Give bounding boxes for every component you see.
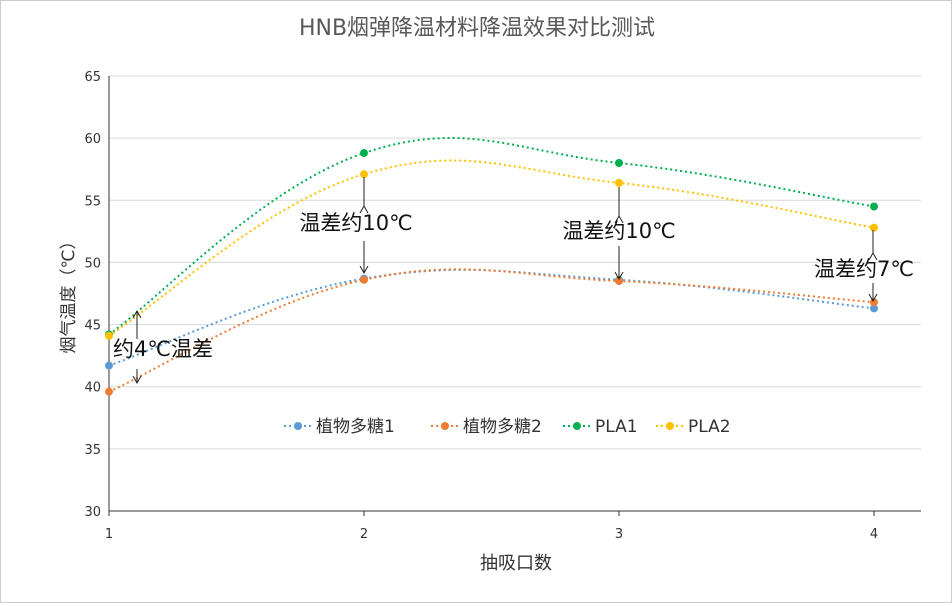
annotation-label: 约4℃温差 xyxy=(113,337,213,361)
arrowhead xyxy=(868,293,878,303)
y-tick-label: 60 xyxy=(84,132,101,147)
arrowhead xyxy=(132,309,142,319)
data-point xyxy=(360,170,368,179)
y-axis-label: 烟气温度（℃） xyxy=(59,232,79,353)
data-point xyxy=(870,202,878,211)
legend-swatch-marker xyxy=(573,422,581,430)
data-point xyxy=(615,277,623,286)
annotations: 约4℃温差 温差约10℃ 温差约10℃ 温差约7℃ xyxy=(113,177,914,385)
legend-swatch-marker xyxy=(666,422,674,430)
y-tick-label: 50 xyxy=(84,256,101,271)
annotation-label: 温差约7℃ xyxy=(814,257,914,281)
arrowhead xyxy=(132,375,142,385)
annotation-label: 温差约10℃ xyxy=(299,211,412,235)
arrowhead xyxy=(614,271,624,281)
annotation-label: 温差约10℃ xyxy=(562,219,675,243)
series-line xyxy=(108,268,875,367)
series-line xyxy=(108,159,875,337)
chart-title: HNB烟弹降温材料降温效果对比测试 xyxy=(299,16,655,41)
y-tick-label: 65 xyxy=(84,70,101,85)
data-point xyxy=(105,387,113,396)
legend-label: PLA2 xyxy=(688,417,731,437)
data-point xyxy=(105,331,113,340)
legend-swatch-marker xyxy=(441,422,449,430)
data-point xyxy=(615,178,623,187)
y-tick-label: 30 xyxy=(84,505,101,520)
series-line xyxy=(108,268,875,393)
y-tick-label: 55 xyxy=(84,194,101,209)
series-line xyxy=(108,137,875,336)
legend-label: PLA1 xyxy=(595,417,638,437)
legend-label: 植物多糖1 xyxy=(316,417,395,437)
x-axis-label: 抽吸口数 xyxy=(480,553,552,574)
data-point xyxy=(360,275,368,284)
x-tick-label: 1 xyxy=(105,527,113,542)
arrowhead xyxy=(359,265,369,275)
axes: 30 35 40 45 50 55 60 65 1 2 3 4 xyxy=(84,70,921,542)
x-tick-label: 3 xyxy=(615,527,623,542)
x-tick-label: 4 xyxy=(870,527,878,542)
data-point xyxy=(870,223,878,232)
x-tick-label: 2 xyxy=(360,527,368,542)
arrowhead xyxy=(359,204,369,214)
legend: 植物多糖1 植物多糖2 PLA1 PLA2 xyxy=(284,417,731,437)
y-tick-label: 40 xyxy=(84,381,101,396)
y-tick-label: 35 xyxy=(84,443,101,458)
gridlines xyxy=(109,75,921,450)
data-point xyxy=(615,159,623,167)
y-tick-label: 45 xyxy=(84,319,101,334)
legend-label: 植物多糖2 xyxy=(463,417,542,437)
arrowhead xyxy=(614,214,624,224)
data-point xyxy=(360,149,368,158)
data-point xyxy=(105,361,113,370)
arrowhead xyxy=(868,251,878,261)
data-point xyxy=(870,304,878,313)
legend-swatch-marker xyxy=(294,422,302,430)
series-group xyxy=(105,137,878,396)
